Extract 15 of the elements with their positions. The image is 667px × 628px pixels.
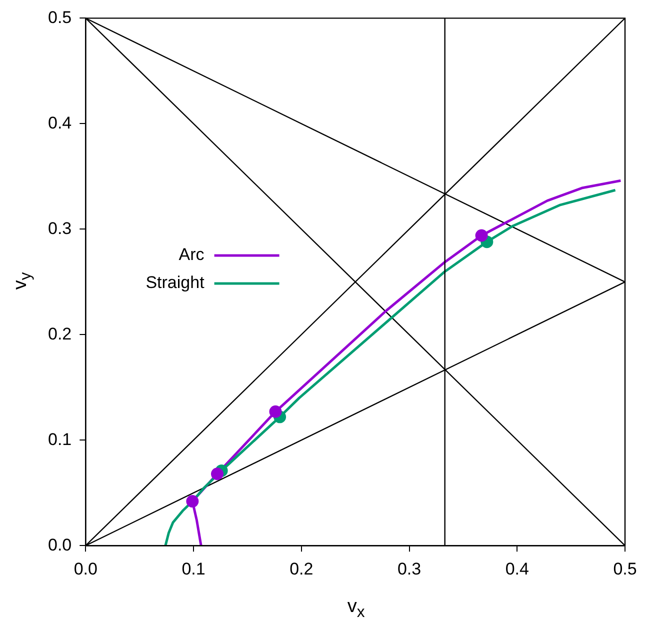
y-tick-label: 0.1 — [48, 430, 72, 449]
x-tick-label: 0.1 — [182, 559, 206, 578]
x-tick-label: 0.3 — [397, 559, 422, 578]
x-axis-title: v$_{x}$ — [347, 596, 365, 622]
x-tick-label: 0.2 — [290, 559, 314, 578]
x-tick-label: 0.5 — [613, 559, 637, 578]
y-tick-label: 0.2 — [48, 324, 72, 344]
legend-label: Straight — [146, 273, 205, 292]
x-tick-label: 0.4 — [505, 559, 529, 578]
legend-label: Arc — [178, 245, 205, 264]
y-tick-label: 0.0 — [48, 535, 72, 554]
y-tick-label: 0.3 — [48, 218, 72, 238]
y-tick-label: 0.4 — [48, 113, 72, 132]
x-tick-label: 0.0 — [74, 559, 98, 578]
y-tick-label: 0.5 — [48, 8, 72, 27]
